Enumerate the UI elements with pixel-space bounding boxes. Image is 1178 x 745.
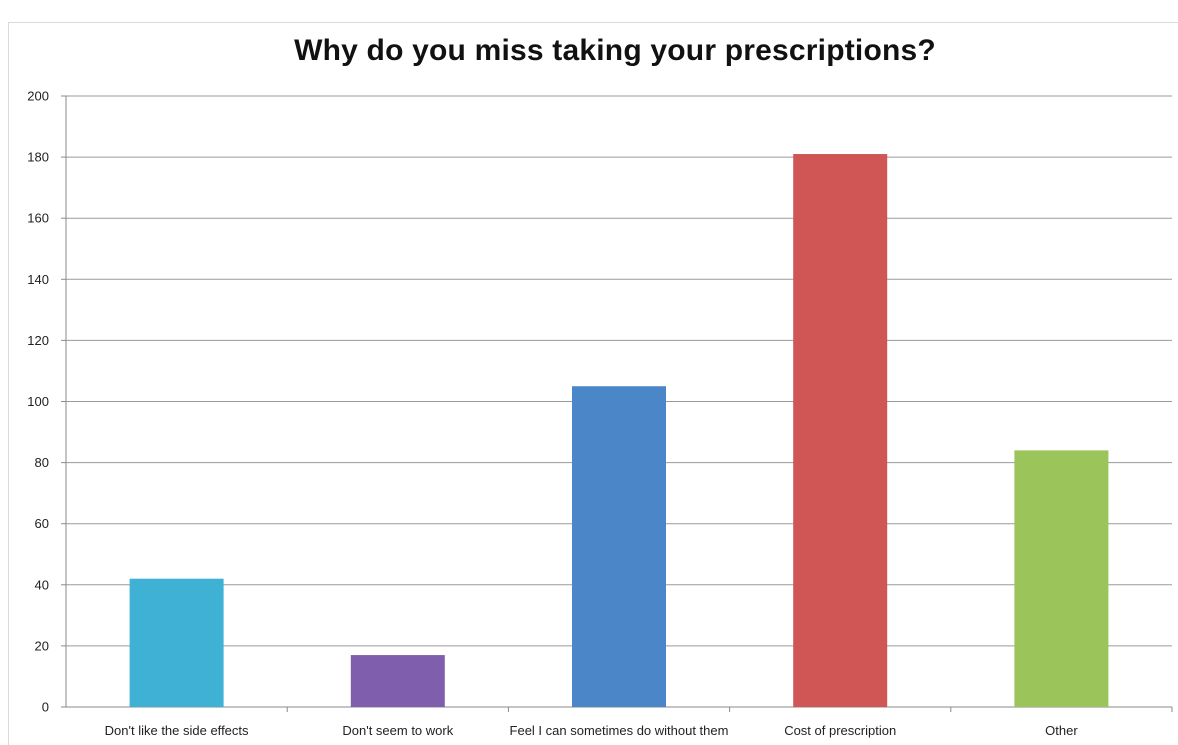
bar-4 [1014, 450, 1109, 707]
y-tick-label-160: 160 [27, 211, 49, 226]
y-tick-labels: 0 20 40 60 80 100 120 140 160 180 200 [27, 89, 49, 715]
bar-1 [350, 655, 445, 707]
x-category-labels: Don't like the side effects Don't seem to… [105, 723, 1079, 738]
y-tick-label-140: 140 [27, 272, 49, 287]
bar-0 [129, 578, 224, 707]
x-category-label-3: Cost of prescription [784, 723, 896, 738]
x-category-label-1: Don't seem to work [342, 723, 453, 738]
y-tick-label-180: 180 [27, 150, 49, 165]
chart-title: Why do you miss taking your prescription… [294, 34, 936, 67]
x-category-label-2: Feel I can sometimes do without them [510, 723, 729, 738]
y-tick-label-120: 120 [27, 333, 49, 348]
y-tick-label-200: 200 [27, 89, 49, 104]
y-tick-label-20: 20 [35, 638, 49, 653]
y-tick-label-0: 0 [42, 700, 49, 715]
y-tick-label-80: 80 [35, 455, 49, 470]
bar-2 [572, 386, 666, 707]
y-tick-label-60: 60 [35, 516, 49, 531]
y-tick-label-100: 100 [27, 394, 49, 409]
x-category-label-0: Don't like the side effects [105, 723, 249, 738]
bars [129, 154, 1109, 708]
x-category-label-4: Other [1045, 723, 1078, 738]
y-tick-label-40: 40 [35, 577, 49, 592]
bar-3 [793, 154, 888, 708]
